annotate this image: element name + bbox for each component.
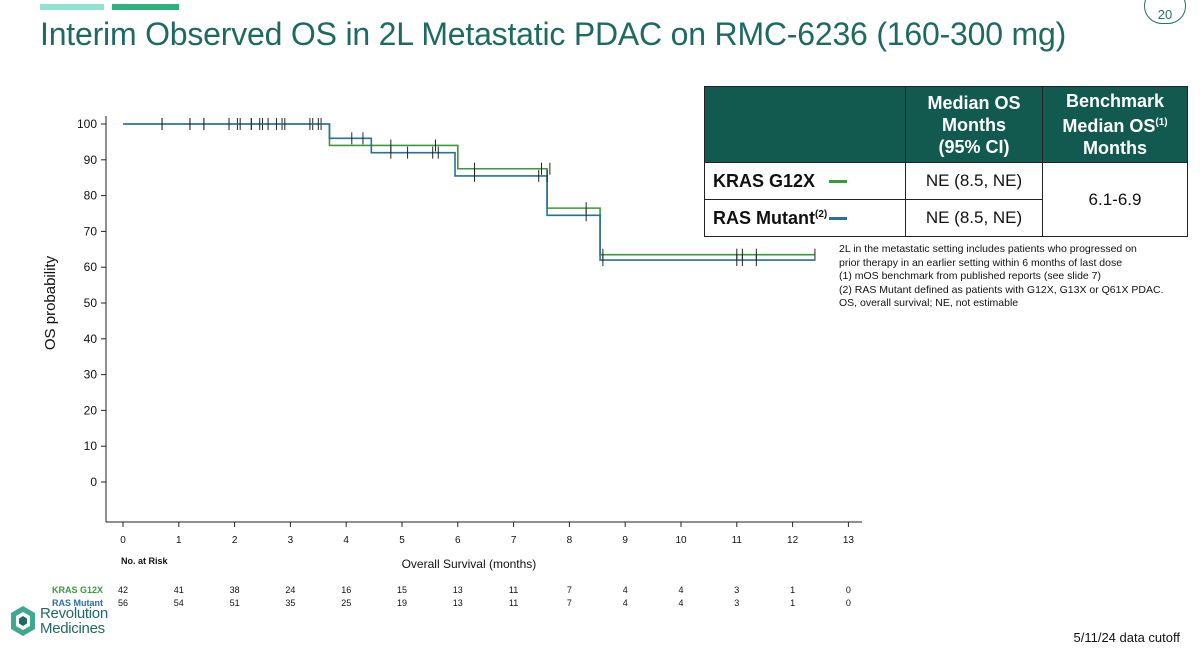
risk-value: 4 — [678, 598, 683, 608]
table-header-row: Median OS Months (95% CI) Benchmark Medi… — [704, 86, 1188, 163]
footnote-line: 2L in the metastatic setting includes pa… — [839, 243, 1137, 255]
risk-value: 35 — [285, 598, 295, 608]
risk-value: 4 — [623, 585, 628, 595]
footnote-line: prior therapy in an earlier setting with… — [839, 256, 1123, 269]
risk-value: 54 — [174, 598, 184, 608]
footnote-line: (1) mOS benchmark from published reports… — [839, 270, 1102, 282]
y-tick-label: 70 — [84, 224, 98, 238]
x-tick-label: 2 — [232, 535, 238, 546]
risk-value: 4 — [678, 585, 683, 595]
y-tick-label: 30 — [84, 368, 98, 382]
page-title: Interim Observed OS in 2L Metastatic PDA… — [40, 16, 1067, 52]
accent-bar-dark — [112, 4, 179, 10]
risk-value: 15 — [397, 585, 407, 595]
risk-value: 13 — [453, 585, 463, 595]
table-row: KRAS G12X NE (8.5, NE) 6.1-6.9 — [704, 162, 1188, 237]
y-tick-label: 90 — [84, 153, 98, 167]
logo-mark-icon — [11, 606, 35, 636]
header-median-line3: (95% CI) — [938, 136, 1010, 157]
footnote-line: OS, overall survival; NE, not estimable — [839, 297, 1019, 309]
header-bench-line3: Months — [1083, 138, 1147, 158]
risk-value: 56 — [118, 598, 128, 608]
x-tick-label: 4 — [343, 535, 349, 546]
x-tick-label: 11 — [732, 535, 743, 546]
risk-value: 41 — [174, 585, 184, 595]
row1-label-text: KRAS G12X — [713, 170, 816, 191]
y-tick-label: 0 — [90, 475, 97, 489]
header-median-line2: Months — [942, 114, 1006, 135]
x-tick-label: 12 — [787, 535, 799, 546]
x-tick-label: 1 — [176, 535, 182, 546]
x-tick-label: 10 — [675, 535, 687, 546]
y-tick-label: 50 — [84, 296, 98, 310]
ras-survival-curve — [123, 123, 815, 261]
header-bench-line1: Benchmark — [1065, 91, 1165, 111]
row2-label-sup: (2) — [815, 208, 828, 220]
risk-value: 3 — [734, 585, 739, 595]
x-tick-label: 5 — [399, 535, 405, 546]
table-row: RAS Mutant(2) NE (8.5, NE) — [704, 199, 1188, 237]
footnotes: 2L in the metastatic setting includes pa… — [839, 243, 1189, 311]
risk-value: 11 — [509, 585, 518, 595]
x-tick-label: 3 — [288, 535, 294, 546]
median-os-table: Median OS Months (95% CI) Benchmark Medi… — [704, 86, 1188, 237]
ras-legend-line-icon — [829, 217, 848, 221]
risk-value: 7 — [567, 598, 572, 608]
risk-value: 16 — [341, 585, 351, 595]
x-tick-label: 8 — [567, 535, 573, 546]
y-tick-label: 40 — [84, 332, 98, 346]
x-tick-label: 7 — [511, 535, 517, 546]
logo-line1: Revolution — [40, 605, 108, 622]
row-ras-label: RAS Mutant(2) — [704, 199, 906, 237]
row2-label-text: RAS Mutant — [713, 207, 815, 228]
y-tick-label: 80 — [84, 189, 98, 203]
table-header-blank — [704, 86, 906, 163]
risk-row-label: KRAS G12X — [52, 585, 103, 595]
risk-value: 3 — [734, 598, 739, 608]
benchmark-value: 6.1-6.9 — [1042, 162, 1188, 237]
risk-value: 7 — [567, 585, 572, 595]
risk-value: 1 — [790, 585, 795, 595]
table-header-benchmark: Benchmark Median OS(1) Months — [1042, 86, 1188, 163]
footnote-line: (2) RAS Mutant defined as patients with … — [839, 283, 1164, 296]
x-tick-label: 0 — [120, 535, 126, 546]
risk-value: 38 — [230, 585, 240, 595]
y-tick-label: 20 — [84, 403, 98, 417]
header-median-line1: Median OS — [927, 92, 1021, 113]
risk-row-label: RAS Mutant — [52, 598, 103, 608]
logo-line2: Medicines — [40, 620, 105, 637]
risk-value: 42 — [118, 585, 128, 595]
x-tick-label: 6 — [455, 535, 461, 546]
x-tick-label: 13 — [843, 535, 855, 546]
risk-value: 24 — [285, 585, 295, 595]
header-bench-sup: (1) — [1155, 117, 1168, 128]
x-axis-label: Overall Survival (months) — [402, 557, 537, 571]
company-logo: Revolution Medicines — [10, 605, 108, 637]
risk-value: 0 — [846, 598, 851, 608]
risk-value: 13 — [453, 598, 463, 608]
risk-value: 51 — [230, 598, 240, 608]
risk-value: 4 — [623, 598, 628, 608]
y-tick-label: 100 — [77, 117, 97, 131]
row-kras-label: KRAS G12X — [704, 162, 906, 200]
row-kras-median: NE (8.5, NE) — [905, 162, 1043, 200]
x-tick-label: 9 — [622, 535, 628, 546]
kras-legend-line-icon — [829, 180, 848, 184]
y-tick-label: 10 — [84, 439, 98, 453]
accent-bar-light — [40, 4, 104, 10]
risk-value: 19 — [397, 598, 407, 608]
y-tick-label: 60 — [84, 260, 98, 274]
risk-value: 0 — [846, 585, 851, 595]
risk-value: 1 — [790, 598, 795, 608]
risk-value: 25 — [341, 598, 351, 608]
risk-value: 11 — [509, 598, 518, 608]
y-axis-label: OS probability — [42, 255, 59, 350]
data-cutoff: 5/11/24 data cutoff — [1073, 630, 1181, 645]
risk-table-title: No. at Risk — [121, 556, 169, 566]
header-bench-line2: Median OS — [1062, 116, 1156, 136]
table-header-median: Median OS Months (95% CI) — [905, 86, 1043, 163]
row-ras-median: NE (8.5, NE) — [905, 199, 1043, 237]
